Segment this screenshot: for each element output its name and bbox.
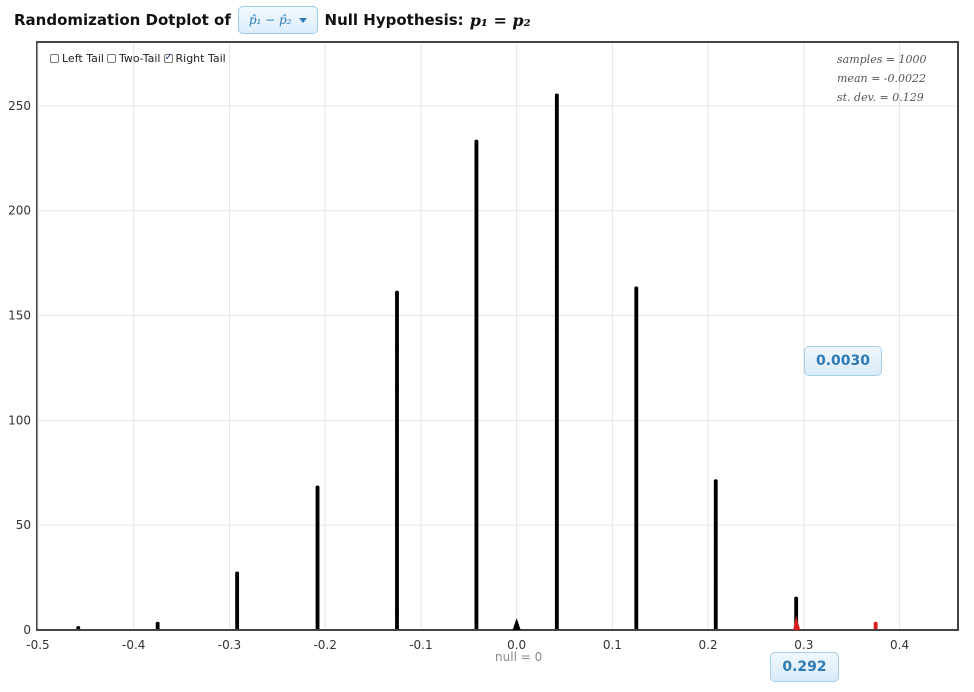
null-hypothesis-formula: p₁ = p₂ bbox=[469, 10, 531, 30]
null-marker bbox=[512, 618, 521, 630]
y-tick-label: 250 bbox=[8, 99, 31, 113]
tail-controls: Left Tail Two-Tail Right Tail bbox=[50, 52, 229, 65]
x-tick-label: 0.1 bbox=[603, 638, 622, 652]
dot bbox=[554, 93, 559, 98]
x-tick-label: 0.4 bbox=[890, 638, 909, 652]
x-tick-label: -0.2 bbox=[313, 638, 336, 652]
p-value-box[interactable]: 0.0030 bbox=[804, 346, 882, 376]
samples-stat: samples = 1000 bbox=[837, 53, 927, 66]
dot bbox=[873, 621, 878, 626]
dot bbox=[474, 139, 479, 144]
y-tick-label: 150 bbox=[8, 309, 31, 323]
dot-column bbox=[155, 621, 160, 630]
dot bbox=[235, 571, 240, 576]
dot-column bbox=[713, 479, 718, 630]
dotplot-title: Randomization Dotplot of bbox=[14, 11, 231, 29]
y-tick-label: 0 bbox=[23, 623, 31, 637]
dot bbox=[794, 596, 799, 601]
summary-stats: samples = 1000 mean = -0.0022 st. dev. =… bbox=[837, 50, 927, 107]
right-tail-option[interactable]: Right Tail bbox=[163, 52, 226, 65]
null-marker-label: null = 0 bbox=[495, 650, 542, 664]
dot-column bbox=[315, 485, 320, 630]
dot-column bbox=[394, 290, 399, 630]
dot-column bbox=[235, 571, 240, 630]
y-tick-label: 50 bbox=[16, 518, 31, 532]
left-tail-option[interactable]: Left Tail bbox=[50, 52, 104, 65]
sd-stat: st. dev. = 0.129 bbox=[837, 91, 924, 104]
cutoff-marker[interactable] bbox=[793, 616, 801, 630]
markers: null = 0 bbox=[495, 616, 801, 664]
dot bbox=[394, 290, 399, 295]
left-tail-label: Left Tail bbox=[62, 52, 104, 65]
two-tail-option[interactable]: Two-Tail bbox=[106, 52, 161, 65]
dot bbox=[713, 479, 718, 484]
null-hypothesis-label: Null Hypothesis: bbox=[324, 11, 464, 29]
dot-column bbox=[873, 621, 878, 630]
two-tail-label: Two-Tail bbox=[118, 52, 161, 65]
two-tail-checkbox[interactable] bbox=[106, 54, 116, 63]
y-tick-label: 200 bbox=[8, 204, 31, 218]
mean-stat: mean = -0.0022 bbox=[837, 72, 926, 85]
statistic-dropdown[interactable]: p̂₁ − p̂₂ bbox=[237, 6, 318, 34]
x-tick-label: -0.5 bbox=[26, 638, 49, 652]
x-tick-label: -0.4 bbox=[122, 638, 145, 652]
grid bbox=[37, 43, 957, 631]
cutoff-value-box[interactable]: 0.292 bbox=[770, 652, 839, 682]
dot-column bbox=[474, 139, 479, 630]
dot-column bbox=[554, 93, 559, 630]
x-tick-label: -0.3 bbox=[218, 638, 241, 652]
dot bbox=[155, 621, 160, 626]
x-tick-label: 0.0 bbox=[507, 638, 526, 652]
statistic-label: p̂₁ − p̂₂ bbox=[248, 13, 292, 27]
chevron-down-icon bbox=[298, 17, 307, 23]
axis-ticks: -0.5 -0.4 -0.3 -0.2 -0.1 0.0 0.1 0.2 0.3 0.4 0 50 10… bbox=[8, 99, 909, 652]
dot bbox=[634, 286, 639, 291]
dot bbox=[315, 485, 320, 490]
header: Randomization Dotplot of p̂₁ − p̂₂ Null … bbox=[14, 6, 531, 34]
plot-frame bbox=[36, 41, 959, 630]
dot-columns bbox=[76, 93, 878, 630]
x-tick-label: -0.1 bbox=[409, 638, 432, 652]
left-tail-checkbox[interactable] bbox=[50, 54, 59, 63]
x-tick-label: 0.3 bbox=[794, 638, 813, 652]
right-tail-label: Right Tail bbox=[175, 52, 226, 65]
dot-column bbox=[634, 286, 639, 630]
right-tail-checkbox[interactable] bbox=[163, 52, 173, 63]
y-tick-label: 100 bbox=[8, 413, 31, 427]
x-tick-label: 0.2 bbox=[699, 638, 718, 652]
